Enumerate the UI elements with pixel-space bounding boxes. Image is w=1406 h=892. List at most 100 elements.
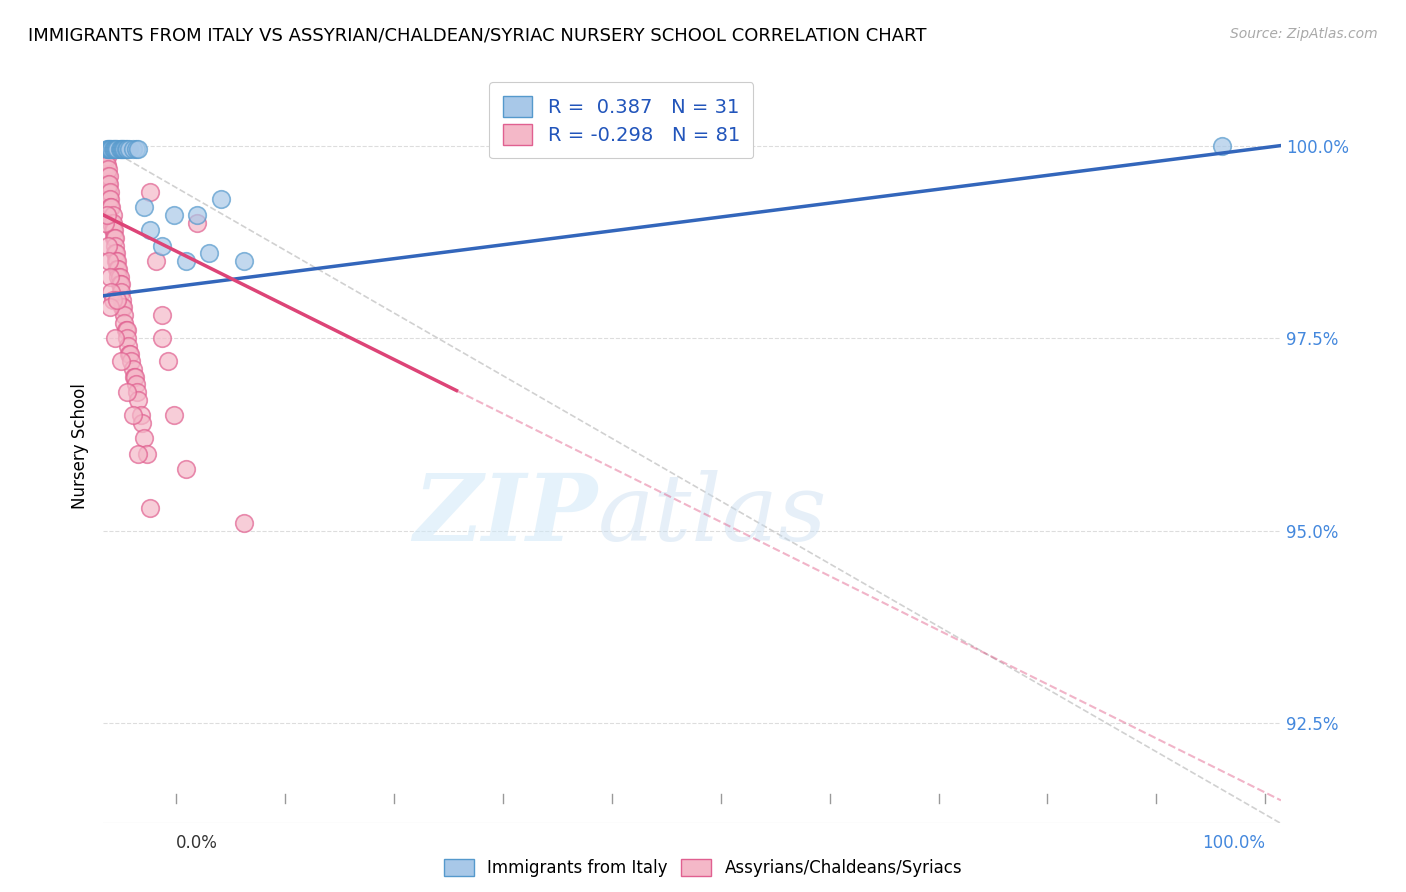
Point	[115, 142, 138, 156]
Point	[163, 408, 186, 422]
Point	[104, 246, 127, 260]
Point	[186, 216, 208, 230]
Point	[111, 301, 134, 315]
Point	[127, 142, 149, 156]
Point	[101, 293, 124, 307]
Point	[101, 216, 124, 230]
Point	[105, 142, 128, 156]
Point	[97, 142, 120, 156]
Point	[97, 185, 120, 199]
Point	[107, 269, 129, 284]
Point	[112, 301, 135, 315]
Point	[115, 331, 138, 345]
Point	[114, 323, 136, 337]
Point	[174, 462, 197, 476]
Point	[198, 246, 221, 260]
Text: atlas: atlas	[598, 470, 827, 560]
Point	[98, 301, 121, 315]
Point	[105, 261, 128, 276]
Legend: R =  0.387   N = 31, R = -0.298   N = 81: R = 0.387 N = 31, R = -0.298 N = 81	[489, 82, 754, 159]
Point	[97, 238, 120, 252]
Point	[105, 293, 128, 307]
Point	[101, 223, 124, 237]
Point	[121, 142, 143, 156]
Point	[1211, 138, 1233, 153]
Point	[125, 142, 148, 156]
Point	[100, 285, 122, 299]
Point	[233, 254, 256, 268]
Point	[96, 158, 118, 172]
Point	[139, 223, 162, 237]
Point	[98, 177, 121, 191]
Point	[122, 369, 145, 384]
Point	[96, 150, 118, 164]
Point	[117, 339, 139, 353]
Point	[209, 193, 232, 207]
Point	[121, 362, 143, 376]
Point	[97, 161, 120, 176]
Point	[98, 254, 121, 268]
Point	[96, 169, 118, 184]
Point	[98, 200, 121, 214]
Point	[118, 346, 141, 360]
Point	[163, 208, 186, 222]
Point	[105, 142, 128, 156]
Point	[145, 254, 167, 268]
Point	[135, 447, 157, 461]
Point	[127, 385, 149, 400]
Point	[111, 142, 134, 156]
Point	[112, 308, 135, 322]
Point	[112, 142, 135, 156]
Point	[98, 193, 121, 207]
Point	[94, 161, 117, 176]
Point	[98, 169, 121, 184]
Point	[100, 200, 122, 214]
Point	[108, 269, 131, 284]
Point	[98, 142, 121, 156]
Point	[233, 516, 256, 530]
Point	[103, 142, 125, 156]
Point	[97, 177, 120, 191]
Point	[120, 354, 142, 368]
Point	[186, 208, 208, 222]
Point	[104, 142, 127, 156]
Point	[94, 216, 117, 230]
Point	[124, 369, 146, 384]
Point	[98, 193, 121, 207]
Point	[115, 323, 138, 337]
Point	[105, 254, 128, 268]
Point	[110, 285, 132, 299]
Point	[134, 431, 156, 445]
Point	[125, 377, 148, 392]
Point	[118, 142, 141, 156]
Point	[100, 216, 122, 230]
Point	[107, 261, 129, 276]
Point	[101, 142, 124, 156]
Point	[139, 185, 162, 199]
Point	[110, 277, 132, 292]
Point	[131, 416, 153, 430]
Text: 100.0%: 100.0%	[1202, 834, 1265, 852]
Point	[105, 254, 128, 268]
Point	[98, 185, 121, 199]
Point	[103, 223, 125, 237]
Point	[115, 385, 138, 400]
Point	[139, 500, 162, 515]
Point	[103, 231, 125, 245]
Point	[129, 408, 152, 422]
Point	[94, 153, 117, 168]
Point	[108, 277, 131, 292]
Text: ZIP: ZIP	[413, 470, 598, 560]
Point	[101, 208, 124, 222]
Point	[104, 331, 127, 345]
Point	[110, 354, 132, 368]
Point	[127, 392, 149, 407]
Point	[121, 408, 143, 422]
Point	[96, 208, 118, 222]
Point	[96, 142, 118, 156]
Point	[104, 238, 127, 252]
Point	[93, 146, 115, 161]
Text: Source: ZipAtlas.com: Source: ZipAtlas.com	[1230, 27, 1378, 41]
Point	[105, 246, 128, 260]
Point	[150, 331, 173, 345]
